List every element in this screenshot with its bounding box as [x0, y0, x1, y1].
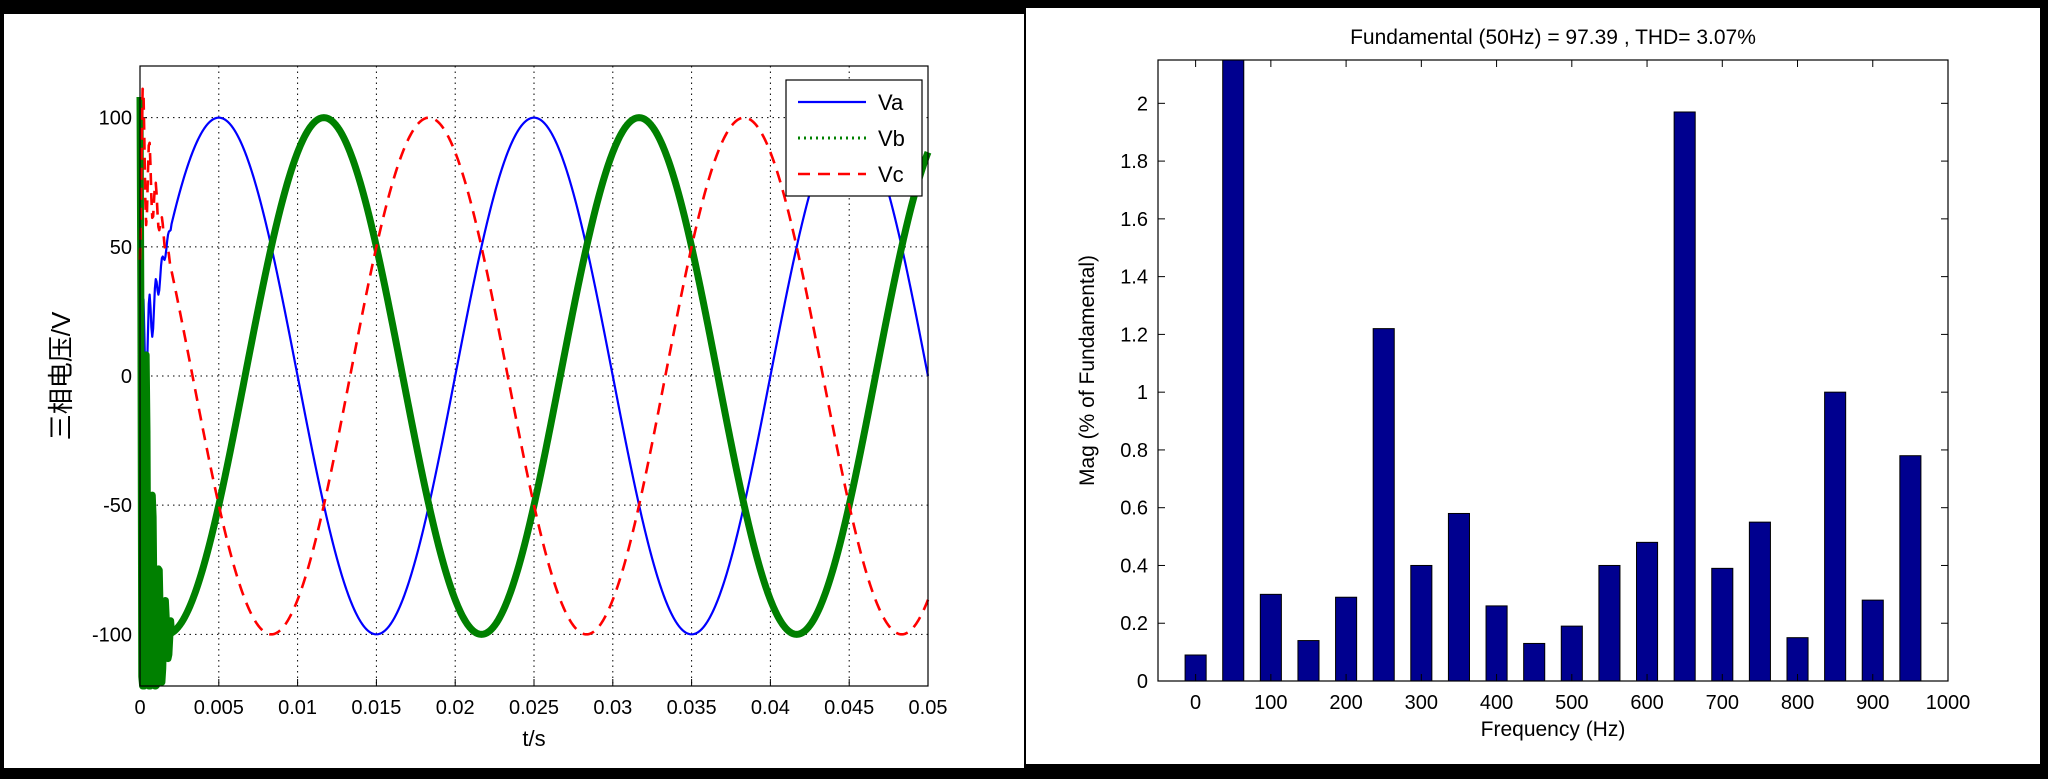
legend-label: Va	[878, 90, 904, 115]
x-tick-label: 800	[1781, 692, 1814, 714]
bar	[1598, 564, 1621, 682]
x-tick-label: 0.01	[278, 697, 317, 719]
bar	[1560, 625, 1583, 682]
x-tick-label: 200	[1329, 692, 1362, 714]
bar	[1748, 521, 1771, 682]
y-axis-label: 三相电压/V	[46, 311, 76, 440]
x-tick-label: 0.04	[751, 697, 790, 719]
bar	[1335, 596, 1358, 682]
y-tick-label: -50	[103, 495, 132, 517]
x-tick-label: 300	[1405, 692, 1438, 714]
x-tick-label: 0.025	[509, 697, 559, 719]
bar	[1259, 593, 1282, 682]
x-tick-label: 1000	[1926, 692, 1971, 714]
bar	[1899, 455, 1922, 682]
series-line-vc	[138, 87, 930, 636]
plot-area	[1158, 60, 1948, 681]
bar	[1410, 564, 1433, 682]
y-tick-label: 0.4	[1120, 555, 1148, 577]
bar	[1711, 567, 1734, 682]
y-tick-label: -100	[92, 624, 132, 646]
y-tick-label: 0.2	[1120, 613, 1148, 635]
legend-label: Vb	[878, 126, 905, 151]
x-tick-label: 0.02	[436, 697, 475, 719]
bar	[1297, 640, 1320, 682]
x-tick-label: 0.015	[351, 697, 401, 719]
bar	[1372, 328, 1395, 682]
x-tick-label: 100	[1254, 692, 1287, 714]
bar	[1861, 599, 1884, 682]
bar	[1636, 541, 1659, 682]
y-tick-label: 1.2	[1120, 324, 1148, 346]
y-tick-label: 50	[110, 237, 132, 259]
bar	[1222, 59, 1245, 682]
x-tick-label: 0.035	[667, 697, 717, 719]
x-tick-label: 0.05	[909, 697, 948, 719]
y-tick-label: 2	[1137, 93, 1148, 115]
axes-frame	[139, 65, 929, 687]
chart-title: Fundamental (50Hz) = 97.39 , THD= 3.07%	[1350, 26, 1756, 49]
bar	[1673, 111, 1696, 682]
bar	[1824, 391, 1847, 682]
x-tick-label: 0	[1190, 692, 1201, 714]
y-axis-label: Mag (% of Fundamental)	[1076, 255, 1099, 486]
x-tick-label: 400	[1480, 692, 1513, 714]
y-tick-label: 1.6	[1120, 209, 1148, 231]
y-tick-label: 0	[1137, 671, 1148, 693]
x-axis-label: Frequency (Hz)	[1481, 718, 1626, 741]
bar	[1447, 512, 1470, 682]
x-tick-label: 600	[1630, 692, 1663, 714]
x-tick-label: 0.045	[824, 697, 874, 719]
y-tick-label: 0	[121, 366, 132, 388]
voltage-chart-panel: 0 0.005 0.01 0.015 0.02 0.025 0.03 0.035 0.04 0.0…	[4, 14, 1024, 768]
x-axis-label: t/s	[522, 726, 545, 751]
fft-chart-panel: Fundamental (50Hz) = 97.39 , THD= 3.07% 0…	[1026, 8, 2040, 764]
axes-frame	[1157, 59, 1949, 682]
y-tick-label: 1.8	[1120, 151, 1148, 173]
x-tick-label: 900	[1856, 692, 1889, 714]
y-tick-label: 100	[99, 108, 132, 130]
y-tick-label: 1	[1137, 382, 1148, 404]
x-tick-label: 500	[1555, 692, 1588, 714]
x-tick-label: 700	[1706, 692, 1739, 714]
voltage-chart: 0 0.005 0.01 0.015 0.02 0.025 0.03 0.035 0.04 0.0…	[46, 65, 948, 751]
x-tick-label: 0.03	[593, 697, 632, 719]
bar	[1485, 605, 1508, 682]
bar	[1523, 642, 1546, 682]
y-tick-label: 1.4	[1120, 267, 1148, 289]
legend-label: Vc	[878, 162, 904, 187]
fft-chart: Fundamental (50Hz) = 97.39 , THD= 3.07% 0…	[1076, 26, 1971, 741]
x-tick-label: 0.005	[194, 697, 244, 719]
x-tick-label: 0	[134, 697, 145, 719]
y-tick-label: 0.6	[1120, 498, 1148, 520]
y-tick-label: 0.8	[1120, 440, 1148, 462]
